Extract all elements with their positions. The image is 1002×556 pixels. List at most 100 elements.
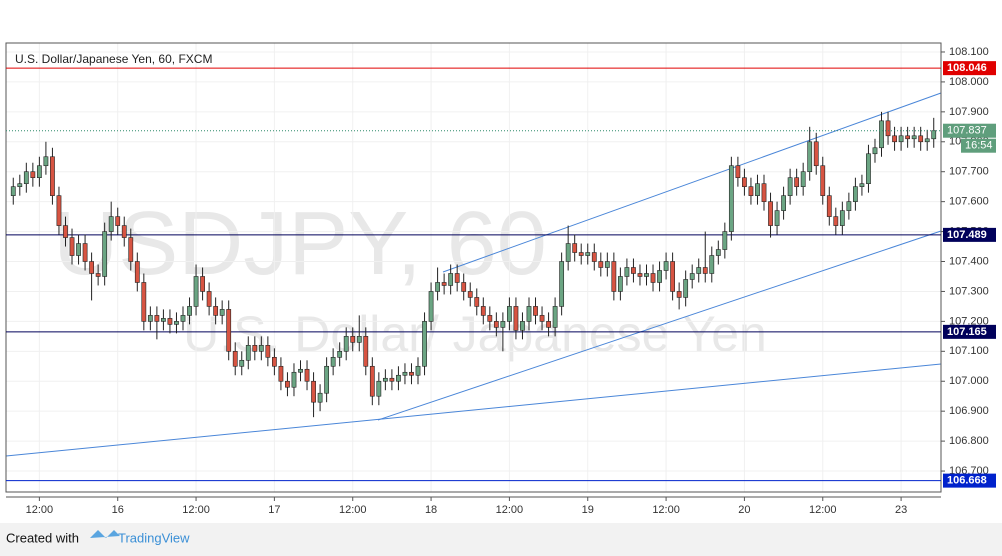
candle-body [213,306,219,316]
candle-body [428,291,434,322]
watermark: USDJPY, 60 [53,194,547,294]
candle-body [23,171,29,184]
candle-body [154,315,160,322]
candle-body [30,171,36,178]
level-label-box [943,473,996,488]
candle-body [226,309,232,352]
y-tick-label: 108.100 [949,46,989,58]
candle-body [285,380,290,388]
candle-body [43,156,49,167]
candle-body [552,306,558,328]
candle-body [774,210,780,226]
footer-bar [0,523,1002,556]
candle-body [813,141,819,167]
x-tick-label: 20 [738,504,750,516]
candle-body [781,195,786,211]
level-label: 106.668 [947,475,987,487]
y-tick-label: 108.000 [949,76,989,88]
x-tick-label: 12:00 [26,504,54,516]
candle-body [918,135,924,143]
candle-body [728,165,734,232]
candle-body [604,261,610,268]
y-tick-label: 107.600 [949,196,989,208]
level-label-box [943,324,996,339]
candle-body [696,267,702,274]
candle-body [435,282,440,292]
y-tick-label: 107.100 [949,345,989,357]
candle-body [311,380,316,403]
candle-body [200,276,205,292]
y-tick-label: 106.800 [949,435,989,447]
candle-body [493,321,499,328]
candle-body [689,273,695,280]
y-tick-label: 107.900 [949,106,989,118]
candle-body [546,321,551,328]
candle-body [742,177,747,187]
candle-body [219,309,225,316]
x-tick-label: 12:00 [652,504,680,516]
candle-body [258,345,264,352]
candle-body [343,336,349,352]
candle-body [591,252,597,262]
candle-body [402,371,408,376]
candle-body [180,315,186,322]
candle-body [350,336,356,343]
last-price-label: 107.837 [947,125,987,137]
trend-line [5,363,942,457]
candle-body [95,273,101,277]
candle-body [905,135,911,140]
candle-body [239,359,245,367]
candle-body [102,231,108,277]
candle-body [115,216,121,226]
y-tick-label: 107.200 [949,315,989,327]
candle-body [826,195,832,217]
candle-body [885,120,891,137]
candle-body [624,267,630,277]
candle-body [467,291,473,298]
candle-body [617,276,623,292]
candle-body [376,380,382,397]
candle-body [304,368,310,382]
candle-body [76,243,81,256]
candle-body [382,377,388,382]
candle-body [924,138,930,143]
candle-body [17,183,23,187]
candle-body [147,315,153,322]
level-label-box [943,61,996,76]
candle-body [526,306,532,322]
x-tick-label: 12:00 [496,504,524,516]
candle-body [337,351,343,358]
x-tick-label: 12:00 [339,504,367,516]
candle-body [911,135,917,140]
candle-body [709,255,715,274]
candle-body [898,135,904,143]
level-label: 108.046 [947,62,987,74]
candle-body [794,177,800,187]
countdown-label: 16:54 [965,140,993,152]
y-tick-label: 107.000 [949,375,989,387]
brand-link[interactable]: TradingView [118,530,190,545]
candle-body [631,267,636,274]
last-price-box [943,123,996,138]
candle-body [520,321,525,331]
x-tick-label: 16 [112,504,124,516]
candle-body [69,237,75,256]
candle-body [715,249,721,256]
countdown-box [961,138,996,153]
candle-body [657,270,662,283]
y-tick-label: 107.700 [949,166,989,178]
candle-body [272,356,277,367]
candle-body [800,171,806,187]
candle-body [454,273,460,283]
candle-body [252,345,258,352]
candle-body [735,165,741,179]
candle-body [892,135,897,143]
candle-body [480,306,486,316]
candle-body [663,261,669,271]
x-tick-label: 17 [268,504,280,516]
candle-body [768,201,773,226]
candle-body [572,243,578,253]
candle-body [330,356,336,367]
